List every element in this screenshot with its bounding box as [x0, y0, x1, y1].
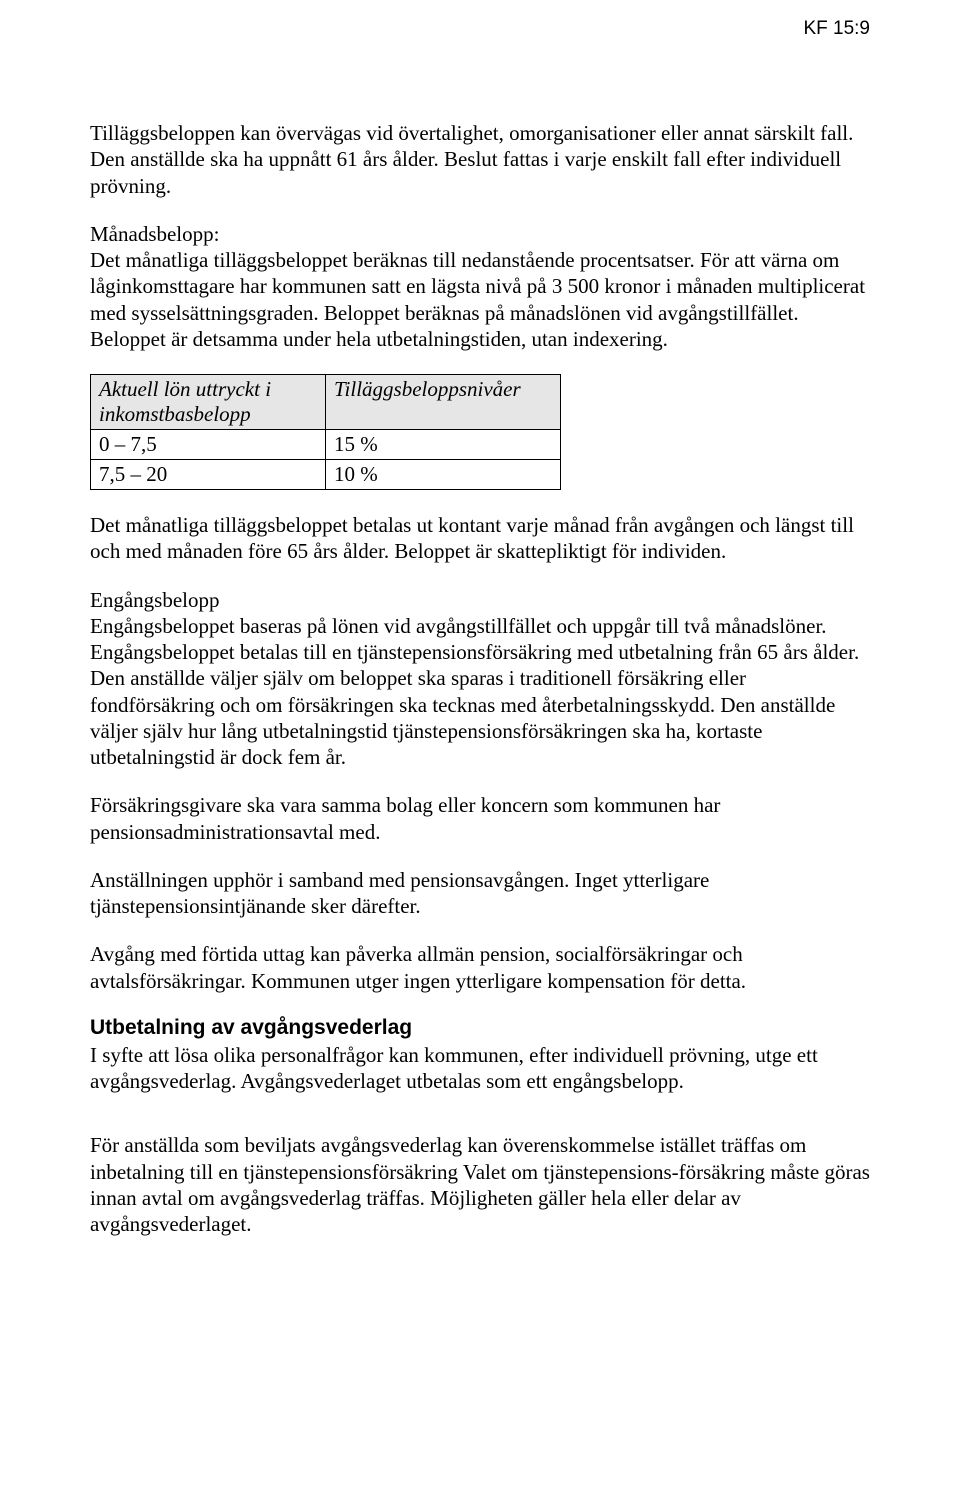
document-page: KF 15:9 Tilläggsbeloppen kan övervägas v… — [0, 0, 960, 1309]
table-cell-level: 15 % — [326, 430, 561, 460]
paragraph-avgang: Avgång med förtida uttag kan påverka all… — [90, 941, 870, 994]
paragraph-manadsbelopp: Det månatliga tilläggsbeloppet beräknas … — [90, 247, 870, 352]
paragraph-postpay: Det månatliga tilläggsbeloppet betalas u… — [90, 512, 870, 565]
table-cell-level: 10 % — [326, 460, 561, 490]
paragraph-intro: Tilläggsbeloppen kan övervägas vid övert… — [90, 120, 870, 199]
table-row: 7,5 – 20 10 % — [91, 460, 561, 490]
table-header-left: Aktuell lön uttryckt i inkomstbasbelopp — [91, 375, 326, 430]
manadsbelopp-label: Månadsbelopp: — [90, 221, 870, 247]
table-cell-range: 7,5 – 20 — [91, 460, 326, 490]
table-cell-range: 0 – 7,5 — [91, 430, 326, 460]
paragraph-engangsbelopp: Engångsbeloppet baseras på lönen vid avg… — [90, 613, 870, 771]
tiers-table: Aktuell lön uttryckt i inkomstbasbelopp … — [90, 374, 561, 490]
paragraph-utbetalning: I syfte att lösa olika personalfrågor ka… — [90, 1042, 870, 1095]
heading-utbetalning: Utbetalning av avgångsvederlag — [90, 1016, 870, 1040]
paragraph-anstallning: Anställningen upphör i samband med pensi… — [90, 867, 870, 920]
paragraph-forsakringsgivare: Försäkringsgivare ska vara samma bolag e… — [90, 792, 870, 845]
page-reference: KF 15:9 — [90, 18, 870, 40]
table-header-row: Aktuell lön uttryckt i inkomstbasbelopp … — [91, 375, 561, 430]
table-row: 0 – 7,5 15 % — [91, 430, 561, 460]
table-header-right: Tilläggsbeloppsnivåer — [326, 375, 561, 430]
paragraph-avgangsvederlag: För anställda som beviljats avgångsveder… — [90, 1132, 870, 1237]
engangsbelopp-label: Engångsbelopp — [90, 587, 870, 613]
